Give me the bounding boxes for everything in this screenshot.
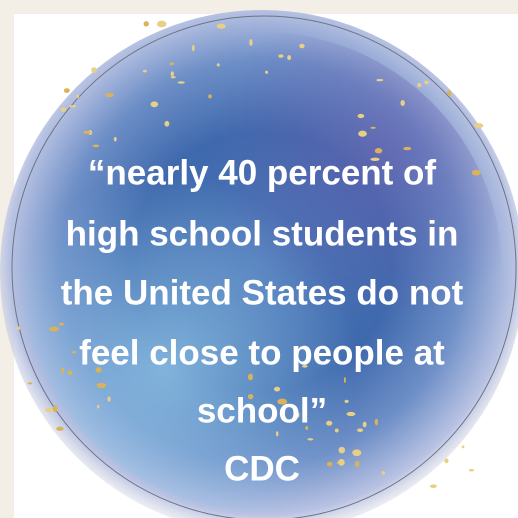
gold-fleck bbox=[334, 428, 339, 433]
gold-fleck bbox=[208, 94, 212, 99]
gold-fleck bbox=[277, 398, 288, 405]
gold-fleck bbox=[169, 62, 175, 66]
gold-fleck bbox=[83, 130, 91, 134]
quote-line: high school students in bbox=[66, 214, 459, 253]
gold-fleck bbox=[107, 396, 111, 402]
gold-flecks bbox=[16, 20, 484, 489]
gold-fleck bbox=[299, 43, 305, 49]
gold-fleck bbox=[444, 458, 449, 464]
gold-fleck bbox=[143, 21, 149, 27]
gold-fleck bbox=[338, 446, 346, 454]
gold-fleck bbox=[275, 431, 279, 437]
quote-line: feel close to people at bbox=[79, 333, 445, 372]
gold-fleck bbox=[191, 44, 195, 52]
attribution: CDC bbox=[224, 449, 300, 488]
gold-fleck bbox=[297, 412, 300, 418]
gold-fleck bbox=[216, 23, 226, 29]
gold-fleck bbox=[96, 382, 107, 388]
gold-fleck bbox=[385, 161, 390, 165]
gold-fleck bbox=[358, 130, 367, 137]
gold-fleck bbox=[374, 148, 383, 154]
gold-fleck bbox=[247, 373, 253, 381]
gold-fleck bbox=[305, 426, 309, 431]
gold-fleck bbox=[326, 461, 333, 467]
gold-fleck bbox=[91, 67, 97, 73]
gold-fleck bbox=[63, 88, 70, 93]
gold-fleck bbox=[95, 367, 102, 373]
gold-fleck bbox=[105, 92, 114, 98]
gold-fleck bbox=[370, 157, 380, 161]
gold-fleck bbox=[381, 471, 385, 475]
gold-fleck bbox=[56, 426, 64, 431]
gold-fleck bbox=[355, 460, 360, 468]
gold-fleck bbox=[357, 113, 365, 119]
gold-fleck bbox=[92, 144, 100, 148]
gold-fleck bbox=[287, 55, 292, 61]
gold-fleck bbox=[471, 169, 481, 176]
gold-fleck bbox=[142, 69, 147, 73]
gold-fleck bbox=[49, 326, 59, 332]
gold-fleck bbox=[164, 120, 170, 127]
gold-fleck bbox=[357, 428, 364, 433]
gold-fleck bbox=[76, 94, 80, 99]
gold-fleck bbox=[307, 438, 314, 441]
gold-fleck bbox=[346, 411, 356, 417]
gold-fleck bbox=[216, 63, 220, 67]
gold-fleck bbox=[58, 322, 65, 326]
gold-fleck bbox=[68, 105, 77, 108]
gold-fleck bbox=[247, 393, 254, 400]
gold-fleck bbox=[60, 107, 67, 113]
gold-fleck bbox=[403, 146, 412, 151]
gold-fleck bbox=[344, 399, 349, 403]
gold-fleck bbox=[150, 101, 159, 108]
gold-fleck bbox=[177, 81, 185, 84]
gold-fleck bbox=[61, 367, 65, 374]
circle-outline bbox=[11, 15, 517, 518]
gold-fleck bbox=[170, 71, 174, 77]
gold-fleck bbox=[447, 90, 452, 97]
gold-fleck bbox=[343, 376, 346, 384]
gold-fleck bbox=[67, 370, 73, 376]
gold-fleck bbox=[338, 458, 345, 466]
gold-fleck bbox=[461, 445, 465, 449]
gold-fleck bbox=[52, 405, 58, 412]
gold-fleck bbox=[352, 449, 362, 457]
gold-fleck bbox=[374, 418, 379, 426]
gold-fleck bbox=[45, 407, 54, 413]
gold-fleck bbox=[16, 326, 21, 330]
gold-fleck bbox=[376, 78, 384, 82]
gold-fleck bbox=[424, 80, 429, 85]
quote-line: school” bbox=[197, 391, 327, 430]
gold-fleck bbox=[265, 70, 269, 74]
gold-fleck bbox=[468, 469, 475, 472]
gold-fleck bbox=[156, 20, 167, 28]
gold-fleck bbox=[370, 126, 376, 129]
gold-fleck bbox=[97, 404, 100, 409]
watercolor-violet bbox=[22, 32, 502, 512]
gold-fleck bbox=[362, 421, 367, 428]
gold-fleck bbox=[474, 123, 484, 129]
gold-fleck bbox=[113, 137, 117, 142]
gold-fleck bbox=[71, 350, 77, 354]
gold-fleck bbox=[326, 420, 333, 426]
gold-fleck bbox=[249, 39, 253, 46]
gold-fleck bbox=[27, 382, 33, 385]
quote-line: “nearly 40 percent of bbox=[88, 153, 437, 192]
gold-fleck bbox=[429, 484, 437, 489]
gold-fleck bbox=[278, 54, 284, 58]
gold-fleck bbox=[273, 386, 281, 392]
gold-fleck bbox=[301, 364, 308, 368]
gold-fleck bbox=[417, 82, 422, 88]
quote-line: the United States do not bbox=[61, 273, 464, 312]
gold-fleck bbox=[170, 75, 176, 79]
gold-fleck bbox=[400, 100, 405, 107]
